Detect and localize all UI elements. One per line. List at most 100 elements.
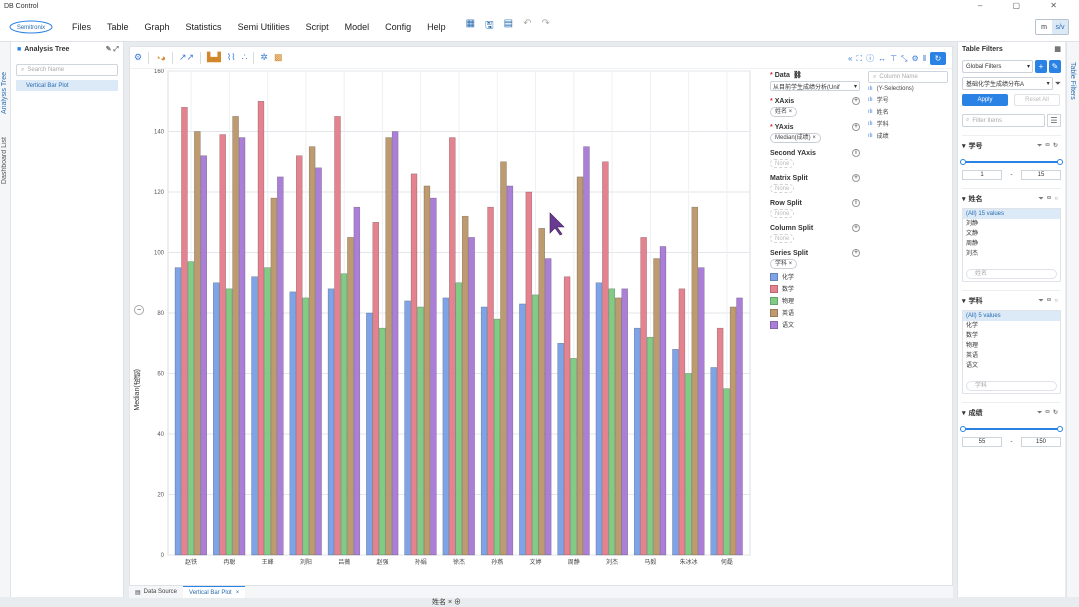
trend-icon[interactable]: ↗↗ [178, 52, 195, 62]
list-item[interactable]: 刘静 [966, 221, 979, 227]
tab-data-source[interactable]: ▤ Data Source [129, 586, 183, 598]
network-icon[interactable]: ✲ [260, 52, 268, 62]
list-item[interactable]: 刘杰 [966, 251, 979, 257]
xuehao-range-slider[interactable] [960, 159, 1063, 165]
menu-model[interactable]: Model [344, 21, 370, 32]
add-xaxis-icon[interactable]: + [852, 97, 860, 105]
add-series-split-icon[interactable]: + [852, 249, 860, 257]
list-item[interactable]: (All) 15 values [963, 209, 1060, 219]
data-source-select[interactable]: 从目前学生成绩分析(Unif ▾ [770, 81, 860, 91]
filter-scope-select[interactable]: Global Filters ▾ [962, 60, 1033, 73]
window-controls[interactable]: – ▢ ✕ [977, 1, 1071, 10]
filter-items-search[interactable]: ⌕ Filter Items [962, 114, 1045, 127]
add-yaxis-icon[interactable]: + [852, 123, 860, 131]
list-item[interactable]: 英语 [966, 353, 979, 359]
filter-funnel-icon[interactable]: ⏷ [1054, 78, 1061, 88]
row-split-none[interactable]: None [770, 209, 795, 218]
caret-icon[interactable]: ▾ [962, 410, 966, 417]
list-item[interactable]: 文静 [966, 231, 979, 237]
menu-semi-utilities[interactable]: Semi Utilities [237, 21, 290, 32]
filter-actions-icon[interactable]: ⏷▭○ [1038, 195, 1061, 202]
field-item[interactable]: ılı 学科 [868, 119, 948, 129]
column-search-input[interactable]: ⌕ Column Name [868, 71, 948, 83]
add-matrix-split-icon[interactable]: + [852, 174, 860, 182]
collapse-icon[interactable]: « [848, 54, 853, 63]
legend-item[interactable]: 英语 [770, 308, 860, 317]
undo-icon[interactable]: ↶ [523, 18, 532, 29]
slider-max-handle[interactable] [1057, 426, 1063, 432]
yaxis-pill[interactable]: Median(成绩) × [770, 133, 821, 143]
refresh-button[interactable]: ↻ [930, 52, 946, 65]
settings-icon[interactable]: ⚙ [134, 52, 143, 62]
close-icon[interactable]: × [235, 589, 240, 596]
filter-actions-icon[interactable]: ⏷▭↻ [1037, 410, 1061, 416]
tab-vertical-bar-plot[interactable]: Vertical Bar Plot × [183, 586, 246, 598]
list-item[interactable]: 周静 [966, 241, 979, 247]
slider-max-handle[interactable] [1057, 159, 1063, 165]
scatter-icon[interactable]: ∴ [241, 52, 248, 62]
field-item[interactable]: ılı 姓名 [868, 107, 948, 117]
redo-icon[interactable]: ↷ [541, 18, 550, 29]
save-icon[interactable]: 🖫 [485, 20, 494, 31]
add-filter-button[interactable]: + [1035, 60, 1047, 73]
columns-icon[interactable]: ⫴ [922, 53, 926, 63]
menu-script[interactable]: Script [305, 21, 329, 32]
chengji-max-input[interactable]: 150 [1021, 437, 1061, 447]
tree-search-input[interactable]: ⌕ Search Name [16, 64, 118, 76]
legend-item[interactable]: 物理 [770, 296, 860, 305]
legend-item[interactable]: 数学 [770, 284, 860, 293]
menu-files[interactable]: Files [72, 21, 92, 32]
second-yaxis-none[interactable]: None [770, 159, 795, 168]
resize-icon[interactable]: ↔ [878, 54, 887, 63]
heatmap-icon[interactable]: ▩ [273, 52, 283, 62]
fit-icon[interactable]: ⛶ [856, 53, 863, 63]
legend-item[interactable]: 语文 [770, 320, 860, 329]
text-icon[interactable]: ⊤ [890, 54, 898, 63]
list-item[interactable]: 物理 [966, 343, 979, 349]
filter-actions-icon[interactable]: ⏷▭↻ [1037, 143, 1061, 149]
tab-dashboard-list-vertical[interactable]: Dashboard List [1, 137, 8, 185]
menu-statistics[interactable]: Statistics [185, 21, 222, 32]
row-split-info-icon[interactable]: i [852, 199, 860, 207]
panel-actions-icon[interactable]: ✎ ⤢ [105, 45, 119, 53]
slider-min-handle[interactable] [960, 159, 966, 165]
field-item[interactable]: ılı (Y-Selections) [868, 86, 948, 92]
yaxis-collapse-icon[interactable]: − [134, 305, 144, 315]
x-axis-pill[interactable]: 姓名 × ⊕ [432, 597, 461, 607]
legend-item[interactable]: 化学 [770, 272, 860, 281]
tab-analysis-tree-vertical[interactable]: Analysis Tree [1, 72, 8, 115]
add-column-split-icon[interactable]: + [852, 224, 860, 232]
apply-button[interactable]: Apply [962, 94, 1008, 106]
save-as-icon[interactable]: ▤ [503, 18, 514, 29]
reset-all-button[interactable]: Reset All [1014, 94, 1060, 106]
filter-actions-icon[interactable]: ⏷▭○ [1038, 297, 1061, 304]
matrix-split-none[interactable]: None [770, 184, 795, 193]
list-item[interactable]: 数学 [966, 333, 979, 339]
xingming-search[interactable]: 姓名 [966, 269, 1057, 279]
tab-table-filters-vertical[interactable]: Table Filters [1069, 62, 1076, 100]
xueke-search[interactable]: 学科 [966, 381, 1057, 391]
mode-m[interactable]: m [1041, 23, 1047, 31]
caret-icon[interactable]: ▾ [962, 143, 966, 150]
filters-menu-icon[interactable]: ▦ [1054, 46, 1061, 53]
list-item[interactable]: (All) 5 values [963, 311, 1060, 321]
tree-item-vertical-bar-plot[interactable]: Vertical Bar Plot [16, 80, 118, 91]
field-item[interactable]: ılı 学号 [868, 95, 948, 105]
x-axis-remove-icon[interactable]: × ⊕ [447, 599, 461, 606]
second-yaxis-info-icon[interactable]: i [852, 149, 860, 157]
line-chart-icon[interactable]: ⌇⌇ [226, 52, 236, 62]
list-item[interactable]: 语文 [966, 363, 979, 369]
xuehao-min-input[interactable]: 1 [962, 170, 1002, 180]
list-item[interactable]: 化学 [966, 323, 979, 329]
list-options-icon[interactable]: ☰ [1047, 114, 1061, 127]
menu-config[interactable]: Config [385, 21, 412, 32]
xaxis-pill[interactable]: 姓名 × [770, 107, 798, 117]
bar-chart-icon[interactable]: ▙▟ [207, 52, 221, 62]
chengji-range-slider[interactable] [960, 426, 1063, 432]
grid-layout-icon[interactable]: ▦ [465, 18, 476, 29]
dataset-select[interactable]: 基础化学生成绩分布A ▾ [962, 77, 1053, 90]
info-icon[interactable]: ⓘ [866, 54, 875, 63]
menu-help[interactable]: Help [427, 21, 446, 32]
menu-table[interactable]: Table [107, 21, 129, 32]
gear-icon[interactable]: ⚙ [911, 54, 919, 63]
